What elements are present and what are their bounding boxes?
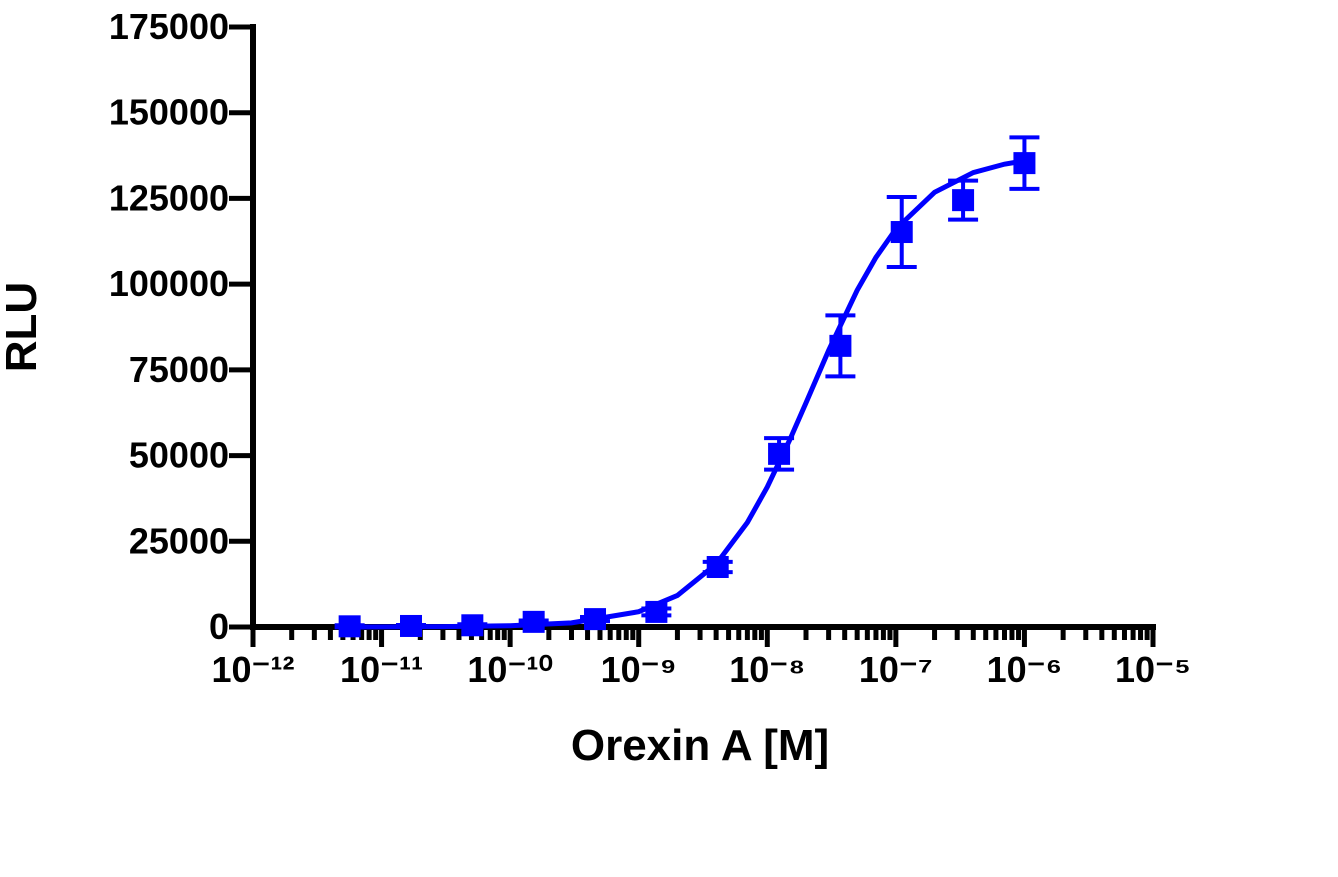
x-tick-label: 10⁻¹²: [211, 649, 294, 690]
data-point: [584, 608, 607, 631]
data-point: [706, 556, 729, 578]
data-point: [952, 189, 975, 212]
x-tick-label: 10⁻⁷: [859, 649, 933, 690]
x-tick-label: 10⁻⁵: [1115, 649, 1191, 690]
fit-curve: [349, 158, 1025, 630]
x-tick-label: 10⁻¹¹: [340, 649, 423, 690]
data-point: [338, 615, 361, 638]
data-point: [400, 614, 423, 637]
x-tick-label: 10⁻⁹: [601, 649, 677, 690]
y-tick-label: 175000: [109, 6, 229, 47]
x-axis-title: Orexin A [M]: [571, 721, 829, 770]
x-tick-label: 10⁻⁶: [987, 649, 1063, 690]
y-tick-label: 25000: [129, 520, 229, 561]
data-point: [768, 442, 791, 465]
x-tick-label: 10⁻¹⁰: [467, 649, 552, 690]
data-point: [522, 610, 545, 633]
x-tick-label: 10⁻⁸: [729, 649, 805, 690]
y-tick-label: 75000: [129, 349, 229, 390]
data-point: [1013, 152, 1036, 175]
y-tick-label: 100000: [109, 263, 229, 304]
data-point: [890, 221, 913, 244]
y-tick-label: 150000: [109, 92, 229, 133]
y-tick-label: 0: [209, 606, 229, 647]
y-axis-title: RLU: [0, 282, 46, 372]
y-tick-label: 50000: [129, 435, 229, 476]
y-tick-label: 125000: [109, 177, 229, 218]
data-point: [461, 614, 484, 637]
data-point: [645, 600, 668, 623]
data-point: [829, 334, 852, 357]
